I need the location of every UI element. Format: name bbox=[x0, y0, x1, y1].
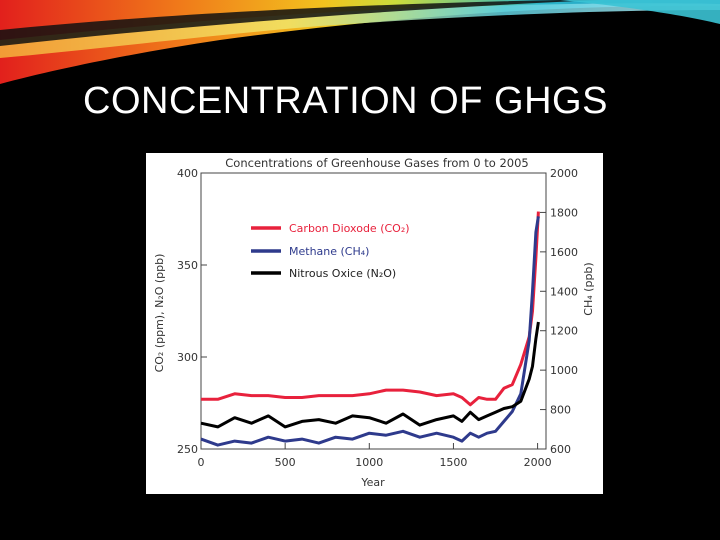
banner-swoosh-dark-stripe bbox=[0, 0, 600, 46]
chart-title: Concentrations of Greenhouse Gases from … bbox=[225, 156, 528, 170]
right-tick-label: 1200 bbox=[550, 325, 578, 338]
chart-svg: Concentrations of Greenhouse Gases from … bbox=[153, 156, 595, 489]
x-tick-label: 2000 bbox=[524, 456, 552, 469]
x-axis-ticks: 0 500 1000 1500 2000 bbox=[198, 443, 552, 469]
right-tick-label: 1600 bbox=[550, 246, 578, 259]
series-line-0 bbox=[201, 211, 540, 407]
right-tick-label: 2000 bbox=[550, 167, 578, 180]
left-tick-label: 400 bbox=[177, 167, 198, 180]
plot-area-frame bbox=[200, 172, 547, 450]
series-line-2 bbox=[200, 321, 540, 429]
legend: Carbon Dioxode (CO₂) Methane (CH₄) Nitrous… bbox=[251, 222, 410, 280]
right-tick-label: 600 bbox=[550, 443, 571, 456]
decorative-banner bbox=[0, 0, 720, 84]
x-tick-label: 1500 bbox=[439, 456, 467, 469]
legend-label: Methane (CH₄) bbox=[289, 245, 369, 258]
right-tick-label: 1400 bbox=[550, 285, 578, 298]
x-axis-label: Year bbox=[360, 476, 385, 489]
right-tick-label: 800 bbox=[550, 404, 571, 417]
y-axis-label-left: CO₂ (ppm), N₂O (ppb) bbox=[153, 254, 166, 373]
left-tick-label: 350 bbox=[177, 259, 198, 272]
right-tick-label: 1800 bbox=[550, 206, 578, 219]
x-tick-label: 500 bbox=[275, 456, 296, 469]
x-tick-label: 1000 bbox=[355, 456, 383, 469]
legend-label: Nitrous Oxice (N₂O) bbox=[289, 267, 396, 280]
left-axis-ticks: 400 350 300 250 bbox=[177, 167, 207, 456]
legend-label: Carbon Dioxode (CO₂) bbox=[289, 222, 410, 235]
y-axis-label-right: CH₄ (ppb) bbox=[582, 262, 595, 315]
slide-title: CONCENTRATION OF GHGS bbox=[83, 80, 608, 122]
chart-image: Concentrations of Greenhouse Gases from … bbox=[146, 153, 603, 494]
right-tick-label: 1000 bbox=[550, 364, 578, 377]
x-tick-label: 0 bbox=[198, 456, 205, 469]
left-tick-label: 300 bbox=[177, 351, 198, 364]
left-tick-label: 250 bbox=[177, 443, 198, 456]
series-lines bbox=[200, 211, 540, 447]
right-axis-ticks: 2000 1800 1600 1400 1200 1000 800 600 bbox=[540, 167, 578, 456]
banner-swoosh-teal-right bbox=[560, 0, 720, 24]
